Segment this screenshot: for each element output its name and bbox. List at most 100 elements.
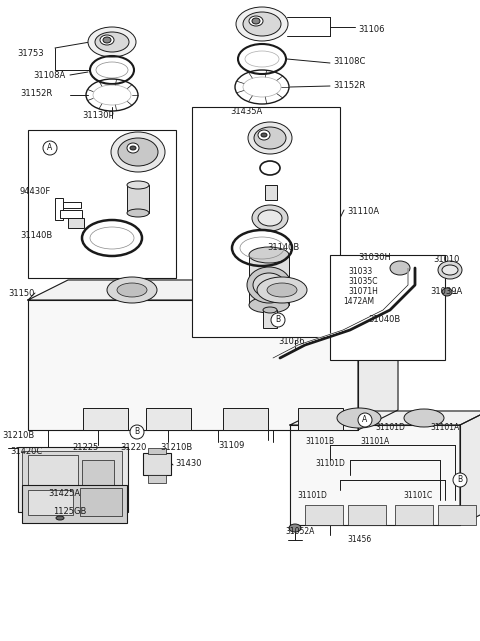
Bar (348, 505, 386, 525)
Text: 31106: 31106 (358, 26, 384, 35)
Bar (22, 485, 127, 523)
Bar (438, 505, 476, 525)
Text: 31430: 31430 (175, 458, 202, 467)
Bar (305, 505, 343, 525)
Bar (63, 202, 81, 208)
Bar (28, 490, 73, 515)
Ellipse shape (107, 277, 157, 303)
Text: 94430F: 94430F (20, 188, 51, 197)
Text: 31130P: 31130P (82, 112, 114, 121)
Text: 31425A: 31425A (48, 488, 80, 497)
Bar (263, 310, 277, 328)
Ellipse shape (127, 181, 149, 189)
Circle shape (130, 425, 144, 439)
Polygon shape (290, 425, 460, 525)
Ellipse shape (100, 35, 114, 45)
Text: 31101B: 31101B (305, 437, 334, 445)
Text: 31435A: 31435A (230, 108, 262, 117)
Ellipse shape (103, 37, 111, 43)
Bar (223, 408, 268, 430)
Text: 31101D: 31101D (297, 490, 327, 499)
Text: 1125GB: 1125GB (53, 506, 86, 515)
Text: A: A (48, 144, 53, 153)
Bar (60, 210, 82, 218)
Ellipse shape (252, 18, 260, 24)
Bar (83, 408, 128, 430)
Ellipse shape (88, 27, 136, 57)
Text: 31140B: 31140B (20, 231, 52, 240)
Circle shape (358, 413, 372, 427)
Ellipse shape (249, 297, 289, 313)
Text: 31030H: 31030H (358, 253, 391, 263)
Ellipse shape (442, 288, 452, 296)
Ellipse shape (252, 205, 288, 231)
Text: 31110A: 31110A (347, 208, 379, 217)
Polygon shape (28, 280, 398, 300)
Ellipse shape (442, 265, 458, 275)
Ellipse shape (404, 409, 444, 427)
Bar (192, 107, 340, 337)
Ellipse shape (289, 524, 301, 532)
Text: 31101D: 31101D (375, 424, 405, 433)
Ellipse shape (267, 283, 297, 297)
Bar (82, 460, 114, 488)
Ellipse shape (127, 143, 139, 153)
Ellipse shape (130, 146, 136, 150)
Bar (148, 448, 166, 454)
Text: 31040B: 31040B (368, 315, 400, 324)
Polygon shape (290, 411, 480, 425)
Ellipse shape (236, 7, 288, 41)
Text: 31039A: 31039A (430, 288, 462, 297)
Bar (18, 447, 128, 512)
Ellipse shape (337, 408, 381, 428)
Text: 31210B: 31210B (160, 442, 192, 451)
Bar (80, 488, 122, 516)
Ellipse shape (257, 277, 307, 303)
Bar (22, 451, 122, 506)
Circle shape (453, 473, 467, 487)
Text: 31109: 31109 (218, 440, 244, 449)
Text: 31052A: 31052A (285, 526, 314, 535)
Bar (148, 475, 166, 483)
Bar (55, 198, 63, 220)
Text: 31101A: 31101A (430, 424, 459, 433)
Text: 31010: 31010 (433, 256, 459, 265)
Polygon shape (28, 300, 358, 430)
Bar (249, 255, 289, 305)
Bar (143, 453, 171, 475)
Ellipse shape (247, 267, 291, 303)
Bar (330, 255, 445, 360)
Bar (265, 185, 277, 200)
Text: 31036: 31036 (278, 338, 305, 347)
Text: 31033: 31033 (348, 267, 372, 276)
Bar (127, 185, 149, 213)
Ellipse shape (56, 516, 64, 520)
Text: 31456: 31456 (347, 535, 371, 544)
Text: 21225: 21225 (72, 442, 98, 451)
Text: 31152R: 31152R (20, 90, 52, 99)
Bar (68, 218, 84, 228)
Polygon shape (460, 411, 480, 525)
Ellipse shape (95, 32, 129, 52)
Circle shape (43, 141, 57, 155)
Polygon shape (358, 280, 398, 430)
Text: 31071H: 31071H (348, 287, 378, 296)
Ellipse shape (261, 133, 267, 137)
Bar (28, 130, 176, 278)
Ellipse shape (390, 261, 410, 275)
Text: B: B (134, 428, 140, 437)
Bar (146, 408, 191, 430)
Bar (28, 455, 78, 493)
Ellipse shape (438, 261, 462, 279)
Text: 31420C: 31420C (10, 447, 42, 456)
Text: B: B (276, 315, 281, 324)
Text: 31220: 31220 (120, 444, 146, 453)
Text: 1472AM: 1472AM (343, 297, 374, 306)
Ellipse shape (111, 132, 165, 172)
Text: A: A (362, 415, 368, 424)
Ellipse shape (258, 210, 282, 226)
Ellipse shape (263, 307, 277, 313)
Ellipse shape (117, 283, 147, 297)
Text: 31150: 31150 (8, 288, 35, 297)
Ellipse shape (127, 209, 149, 217)
